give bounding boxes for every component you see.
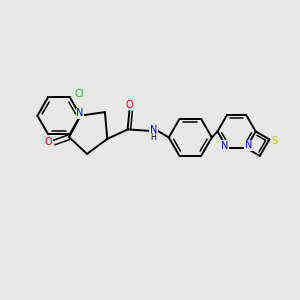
Text: N: N xyxy=(150,125,157,135)
Text: N: N xyxy=(221,141,228,151)
Text: N: N xyxy=(76,108,83,118)
Text: H: H xyxy=(150,133,156,142)
Text: O: O xyxy=(126,100,133,110)
Text: O: O xyxy=(45,137,52,147)
Text: N: N xyxy=(245,140,252,150)
Text: S: S xyxy=(272,136,278,146)
Text: Cl: Cl xyxy=(74,89,84,99)
